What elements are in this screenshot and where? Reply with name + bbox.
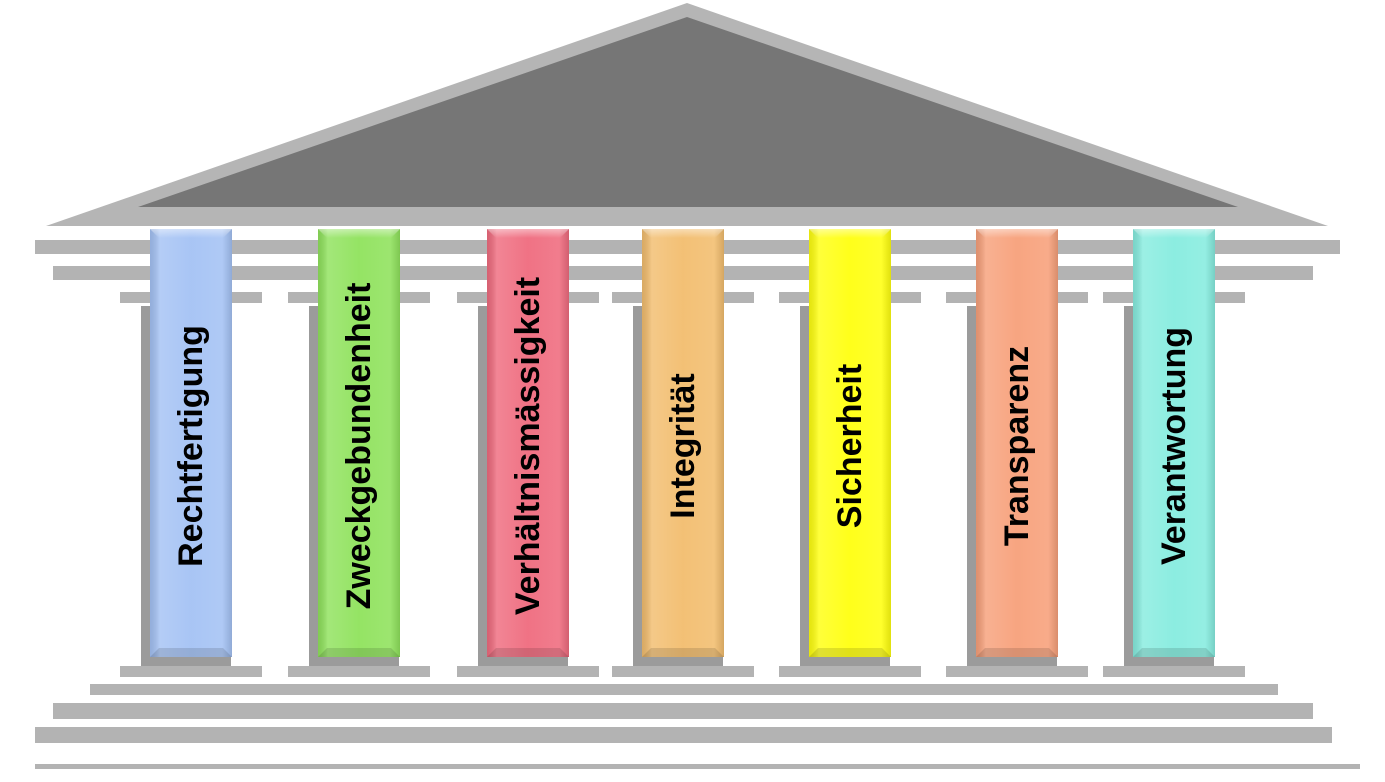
step-4-floor (35, 764, 1360, 769)
lower-base (457, 666, 599, 677)
pillar-bevel-bottom (318, 648, 400, 657)
pillar-label: Sicherheit (831, 364, 869, 528)
pillar-bevel-top (487, 229, 569, 238)
pillar-bevel-bottom (150, 648, 232, 657)
pillar-bevel-top (642, 229, 724, 238)
pillar: Sicherheit (800, 229, 891, 668)
pillar-label: Integrität (664, 373, 702, 518)
pillar-shine (642, 229, 724, 657)
pillar-shine (150, 229, 232, 657)
roof-inner (138, 17, 1238, 207)
pillar-shine (487, 229, 569, 657)
pillar-bevel-top (150, 229, 232, 238)
step-1 (90, 684, 1278, 695)
pillar-shine (809, 229, 891, 657)
pillar-label: Verhältnismässigkeit (509, 277, 547, 615)
pillar: Transparenz (967, 229, 1058, 668)
pillar: Verhältnismässigkeit (478, 229, 569, 668)
step-3 (35, 727, 1332, 743)
pillar-label: Transparenz (998, 346, 1036, 546)
pillar-bevel-bottom (1133, 648, 1215, 657)
pillar: Integrität (633, 229, 724, 668)
pillar-shine (1133, 229, 1215, 657)
lower-base (1103, 666, 1245, 677)
lower-base (779, 666, 921, 677)
pillar-shine (318, 229, 400, 657)
pillar-label: Zweckgebundenheit (340, 283, 378, 610)
pillar-bevel-bottom (487, 648, 569, 657)
pillar: Rechtfertigung (141, 229, 232, 668)
lower-base (612, 666, 754, 677)
lower-bases (120, 666, 1245, 677)
pillar-label: Verantwortung (1155, 327, 1193, 565)
pillar-bevel-top (809, 229, 891, 238)
pillar-bevel-bottom (809, 648, 891, 657)
pillar-bevel-bottom (642, 648, 724, 657)
pillar: Verantwortung (1124, 229, 1215, 668)
pillar-label: Rechtfertigung (172, 325, 210, 567)
pillar-bevel-top (1133, 229, 1215, 238)
lower-base (120, 666, 262, 677)
pillar-bevel-top (976, 229, 1058, 238)
pillars: Rechtfertigung Zweckgebundenheit Verhältni… (141, 229, 1215, 668)
step-2 (53, 703, 1313, 719)
pillar-bevel-bottom (976, 648, 1058, 657)
pillar-bevel-top (318, 229, 400, 238)
pillar: Zweckgebundenheit (309, 229, 400, 668)
lower-base (288, 666, 430, 677)
lower-base (946, 666, 1088, 677)
pillar-shine (976, 229, 1058, 657)
